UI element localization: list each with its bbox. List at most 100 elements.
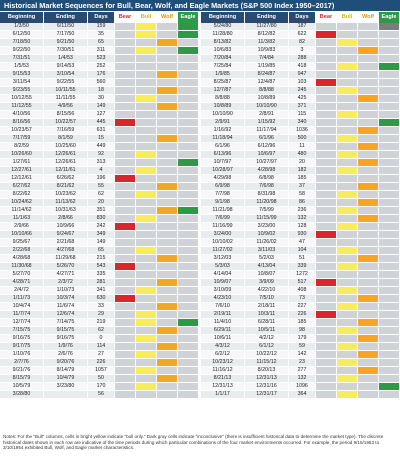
eagle-marker-cell — [379, 239, 400, 247]
end-date-cell: 11/13/62 — [44, 199, 88, 207]
days-cell: 58 — [289, 191, 316, 199]
bull-marker-cell — [136, 95, 157, 103]
bull-marker-cell — [136, 167, 157, 175]
bear-marker-cell — [316, 319, 337, 327]
bull-marker-cell — [136, 303, 157, 311]
begin-date-cell: 10/26/60 — [0, 151, 44, 159]
bear-marker-cell — [316, 23, 337, 31]
days-cell: 98 — [289, 327, 316, 335]
begin-date-cell: 12/31/13 — [201, 383, 245, 391]
table-row: 4/29/98 6/8/98 185 — [201, 175, 400, 183]
wolf-marker-cell — [157, 279, 178, 287]
wolf-marker-cell — [358, 191, 379, 199]
eagle-marker-cell — [379, 79, 400, 87]
table-row: 6/29/11 10/5/11 98 — [201, 327, 400, 335]
end-date-cell: 8/20/13 — [245, 367, 289, 375]
wolf-marker-cell — [157, 383, 178, 391]
eagle-marker-cell — [178, 135, 199, 143]
bear-marker-cell — [316, 95, 337, 103]
begin-date-cell: 9/17/75 — [0, 343, 44, 351]
end-date-cell: 10/22/12 — [245, 351, 289, 359]
right-table-body: 5/24/80 11/27/80 187 11/28/80 8/12/82 622 8/13… — [201, 23, 400, 399]
end-date-cell: 9/20/76 — [44, 359, 88, 367]
bear-marker-cell — [316, 231, 337, 239]
days-cell: 341 — [88, 287, 115, 295]
begin-date-cell: 4/28/68 — [0, 255, 44, 263]
bull-marker-cell — [136, 359, 157, 367]
table-row: 7/18/50 9/21/50 65 — [0, 39, 199, 47]
end-date-cell: 7/4/84 — [245, 55, 289, 63]
end-date-cell: 2/21/68 — [44, 239, 88, 247]
days-cell: 196 — [88, 175, 115, 183]
end-date-cell: 8/14/79 — [44, 367, 88, 375]
table-row: 7/20/84 7/4/84 288 — [201, 55, 400, 63]
bear-marker-cell — [115, 271, 136, 279]
begin-date-cell: 7/7/98 — [201, 191, 245, 199]
begin-date-cell: 2/19/11 — [201, 311, 245, 319]
wolf-marker-cell — [358, 255, 379, 263]
days-cell: 170 — [88, 383, 115, 391]
begin-date-cell: 7/20/84 — [201, 55, 245, 63]
table-row: 9/23/55 10/11/55 18 — [0, 87, 199, 95]
wolf-marker-cell — [358, 119, 379, 127]
eagle-marker-cell — [178, 215, 199, 223]
days-cell: 630 — [88, 295, 115, 303]
end-date-cell: 4/27/71 — [44, 271, 88, 279]
eagle-marker-cell — [379, 207, 400, 215]
wolf-marker-cell — [358, 159, 379, 167]
wolf-marker-cell — [358, 199, 379, 207]
begin-date-cell: 10/28/97 — [201, 167, 245, 175]
begin-date-cell: 1/9/85 — [201, 71, 245, 79]
eagle-marker-cell — [379, 175, 400, 183]
end-date-cell: 6/11/50 — [44, 23, 88, 31]
wolf-marker-cell — [358, 95, 379, 103]
bull-marker-cell — [337, 247, 358, 255]
wolf-marker-cell — [157, 311, 178, 319]
bull-marker-cell — [337, 319, 358, 327]
bull-marker-cell — [136, 311, 157, 319]
end-date-cell: 12/31/16 — [245, 383, 289, 391]
wolf-marker-cell — [157, 367, 178, 375]
table-row: 1/16/92 11/17/94 1036 — [201, 127, 400, 135]
end-date-cell: 10/9/83 — [245, 47, 289, 55]
begin-date-cell: 2/7/76 — [0, 359, 44, 367]
table-row: 10/24/62 11/13/62 20 — [0, 199, 199, 207]
bear-marker-cell — [316, 151, 337, 159]
table-row: 9/21/76 8/14/79 1057 — [0, 367, 199, 375]
end-date-cell: 7/30/51 — [44, 47, 88, 55]
eagle-marker-cell — [379, 151, 400, 159]
days-cell: 371 — [289, 103, 316, 111]
begin-date-cell: 1/16/92 — [201, 127, 245, 135]
days-cell: 65 — [88, 39, 115, 47]
wolf-marker-cell — [358, 167, 379, 175]
begin-date-cell: 4/14/04 — [201, 271, 245, 279]
bull-marker-cell — [136, 119, 157, 127]
table-row: 2/9/66 10/9/66 242 — [0, 223, 199, 231]
begin-date-cell: 11/18/94 — [201, 135, 245, 143]
days-cell: 27 — [88, 351, 115, 359]
end-date-cell: 10/6/97 — [245, 151, 289, 159]
bear-marker-cell — [115, 263, 136, 271]
table-row: 11/4/10 6/28/11 185 — [201, 319, 400, 327]
wolf-marker-cell — [157, 63, 178, 71]
begin-date-cell: 8/13/82 — [201, 39, 245, 47]
wolf-marker-cell — [157, 255, 178, 263]
bull-marker-cell — [136, 231, 157, 239]
days-cell: 11 — [289, 143, 316, 151]
begin-date-cell: 11/16/99 — [201, 223, 245, 231]
bear-marker-cell — [115, 63, 136, 71]
end-date-cell: 2/18/11 — [245, 303, 289, 311]
eagle-marker-cell — [178, 31, 199, 39]
eagle-marker-cell — [379, 335, 400, 343]
header-days: Days — [88, 12, 115, 23]
bull-marker-cell — [337, 207, 358, 215]
days-cell: 313 — [88, 159, 115, 167]
eagle-marker-cell — [379, 223, 400, 231]
wolf-marker-cell — [157, 175, 178, 183]
table-row: 10/6/11 4/2/12 179 — [201, 335, 400, 343]
begin-date-cell: 9/21/76 — [0, 367, 44, 375]
table-row: 3/28/80 56 — [0, 391, 199, 399]
bull-marker-cell — [136, 319, 157, 327]
end-date-cell: 10/23/62 — [44, 191, 88, 199]
days-cell: 33 — [88, 303, 115, 311]
